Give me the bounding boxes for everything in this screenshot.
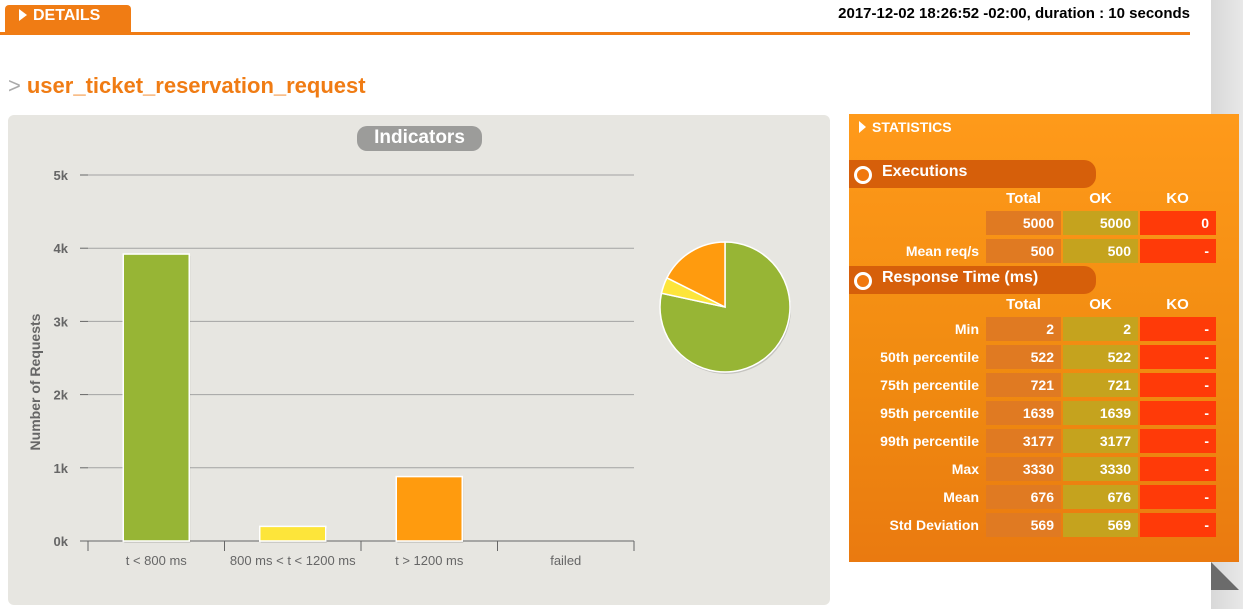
executions-total-cell: 500 [986, 239, 1061, 263]
response-time-section-header[interactable]: Response Time (ms) [849, 266, 1096, 294]
refresh-icon [854, 166, 872, 184]
executions-section-header[interactable]: Executions [849, 160, 1096, 188]
response-time-ok-cell: 2 [1063, 317, 1138, 341]
x-tick-label: 800 ms < t < 1200 ms [230, 553, 356, 568]
response-col-total: Total [1006, 296, 1041, 313]
x-tick-label: t < 800 ms [126, 553, 188, 568]
indicators-chart-panel: 0k 1k 2k 3k 4k 5k Number of Requests t < 800 ms… [8, 115, 830, 605]
x-tick-label: failed [550, 553, 581, 568]
y-tick-label: 5k [54, 168, 69, 183]
details-label: DETAILS [33, 7, 101, 24]
response-col-ko: KO [1166, 296, 1189, 313]
response-time-ok-cell: 721 [1063, 373, 1138, 397]
response-time-ko-cell: - [1140, 513, 1216, 537]
response-time-total-cell: 522 [986, 345, 1061, 369]
y-axis-label: Number of Requests [27, 313, 43, 450]
corner-triangle-icon [1211, 562, 1239, 590]
pie-slice-2 [665, 241, 726, 309]
executions-ko-cell: - [1140, 239, 1216, 263]
response-time-ko-cell: - [1140, 485, 1216, 509]
page-title: > user_ticket_reservation_request [8, 73, 366, 99]
title-prefix: > [8, 73, 21, 98]
statistics-panel: STATISTICS Executions Total OK KO 5000 50… [849, 114, 1239, 562]
executions-title: Executions [882, 163, 968, 180]
y-tick-label: 2k [54, 388, 69, 403]
response-time-ko-cell: - [1140, 345, 1216, 369]
statistics-title[interactable]: STATISTICS [859, 119, 952, 135]
run-info: 2017-12-02 18:26:52 -02:00, duration : 1… [838, 5, 1190, 22]
response-time-total-cell: 721 [986, 373, 1061, 397]
response-time-ok-cell: 569 [1063, 513, 1138, 537]
indicators-title: Indicators [357, 126, 482, 151]
y-tick-label: 3k [54, 314, 69, 329]
y-tick-label: 1k [54, 461, 69, 476]
response-time-row-label: 50th percentile [880, 349, 979, 365]
executions-col-ok: OK [1089, 190, 1112, 207]
executions-ko-cell: 0 [1140, 211, 1216, 235]
executions-col-total: Total [1006, 190, 1041, 207]
pie-slice-0 [659, 241, 791, 373]
response-time-ok-cell: 3330 [1063, 457, 1138, 481]
indicators-chart: 0k 1k 2k 3k 4k 5k Number of Requests t < 800 ms… [27, 168, 791, 568]
bar-0 [122, 253, 190, 542]
executions-total-cell: 5000 [986, 211, 1061, 235]
request-name: user_ticket_reservation_request [26, 73, 366, 98]
y-tick-label: 4k [54, 241, 69, 256]
y-tick-label: 0k [54, 534, 69, 549]
caret-right-icon [19, 9, 27, 21]
response-time-row-label: Min [954, 321, 979, 337]
response-time-ko-cell: - [1140, 457, 1216, 481]
response-time-row-label: 99th percentile [880, 433, 979, 449]
response-time-ok-cell: 676 [1063, 485, 1138, 509]
response-col-ok: OK [1089, 296, 1112, 313]
caret-right-icon [859, 121, 866, 133]
response-time-ok-cell: 3177 [1063, 429, 1138, 453]
response-time-ko-cell: - [1140, 317, 1216, 341]
response-time-ok-cell: 522 [1063, 345, 1138, 369]
x-tick-label: t > 1200 ms [395, 553, 464, 568]
response-time-ko-cell: - [1140, 401, 1216, 425]
response-time-total-cell: 2 [986, 317, 1061, 341]
details-tab[interactable]: DETAILS [5, 5, 131, 32]
response-time-title: Response Time (ms) [882, 269, 1039, 286]
response-time-total-cell: 569 [986, 513, 1061, 537]
response-time-total-cell: 676 [986, 485, 1061, 509]
response-time-total-cell: 3177 [986, 429, 1061, 453]
bar-2 [395, 475, 463, 542]
response-time-row-label: 95th percentile [880, 405, 979, 421]
response-time-row-label: Mean [943, 489, 979, 505]
clock-icon [854, 272, 872, 290]
executions-ok-cell: 500 [1063, 239, 1138, 263]
bar-1 [259, 525, 327, 542]
response-time-ko-cell: - [1140, 429, 1216, 453]
executions-row-label: Mean req/s [905, 243, 979, 259]
response-time-row-label: 75th percentile [880, 377, 979, 393]
response-time-ko-cell: - [1140, 373, 1216, 397]
response-time-total-cell: 1639 [986, 401, 1061, 425]
response-time-row-label: Max [951, 461, 979, 477]
response-time-total-cell: 3330 [986, 457, 1061, 481]
statistics-title-label: STATISTICS [872, 119, 952, 135]
response-time-ok-cell: 1639 [1063, 401, 1138, 425]
header-divider [0, 32, 1190, 35]
response-time-row-label: Std Deviation [889, 517, 979, 533]
executions-col-ko: KO [1166, 190, 1189, 207]
executions-ok-cell: 5000 [1063, 211, 1138, 235]
